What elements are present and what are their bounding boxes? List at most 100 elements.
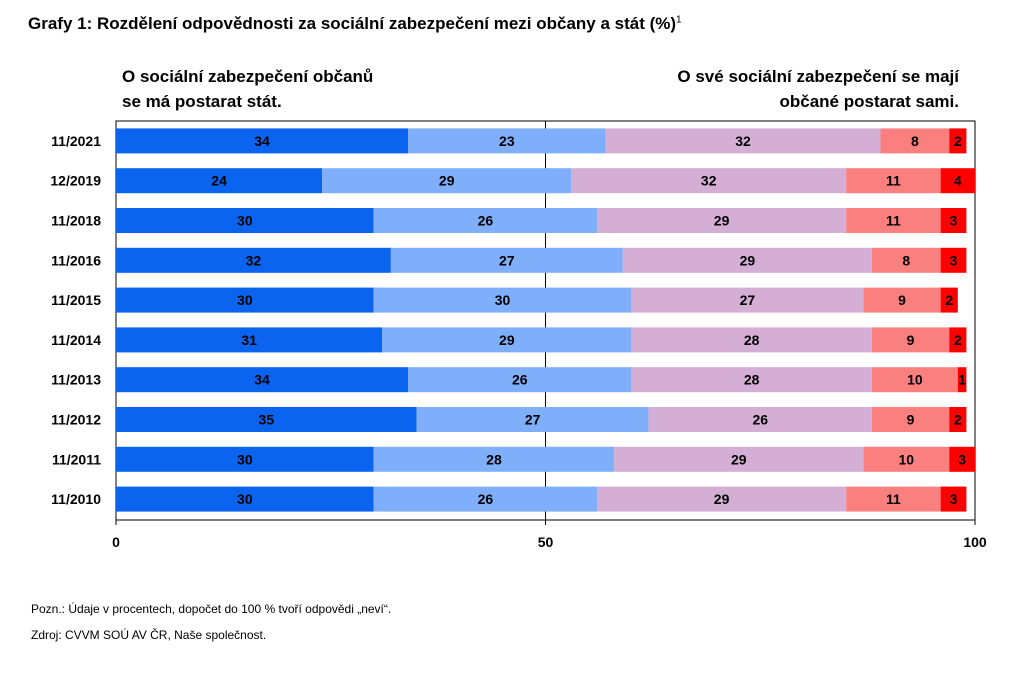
bar-11-2015-s1 bbox=[116, 287, 374, 313]
data-label-11-2012-s5: 2 bbox=[954, 412, 962, 428]
data-label-11-2011-s1: 30 bbox=[237, 451, 253, 467]
bar-11-2012-s4 bbox=[871, 407, 950, 432]
bar-11-2012-s1 bbox=[116, 407, 417, 432]
bar-12-2019-s2 bbox=[322, 168, 572, 194]
bar-11-2018-s1 bbox=[116, 208, 374, 233]
bar-11-2018-s3 bbox=[597, 208, 847, 233]
data-label-11-2010-s3: 29 bbox=[714, 491, 730, 507]
data-label-11-2015-s3: 27 bbox=[740, 292, 756, 308]
data-label-11-2011-s4: 10 bbox=[898, 451, 914, 467]
data-label-11-2021-s2: 23 bbox=[499, 133, 515, 149]
data-label-11-2018-s3: 29 bbox=[714, 213, 730, 229]
data-label-11-2012-s3: 26 bbox=[752, 412, 768, 428]
data-label-11-2016-s3: 29 bbox=[740, 252, 756, 268]
bar-11-2018-s2 bbox=[373, 208, 598, 233]
left-pole-label: O sociální zabezpečení občanů se má post… bbox=[122, 67, 374, 111]
data-label-11-2014-s2: 29 bbox=[499, 332, 515, 348]
bar-11-2015-s5 bbox=[940, 287, 958, 313]
data-label-11-2018-s5: 3 bbox=[950, 213, 958, 229]
bar-11-2013-s5 bbox=[957, 367, 967, 393]
category-label-11-2021: 11/2021 bbox=[51, 133, 101, 149]
data-label-11-2013-s3: 28 bbox=[744, 372, 760, 388]
category-label-11-2016: 11/2016 bbox=[51, 252, 101, 268]
data-label-11-2018-s2: 26 bbox=[478, 213, 494, 229]
bar-11-2013-s4 bbox=[871, 367, 958, 393]
data-label-11-2012-s2: 27 bbox=[525, 412, 541, 428]
bar-11-2015-s3 bbox=[631, 287, 864, 313]
data-label-11-2012-s4: 9 bbox=[907, 412, 915, 428]
bar-11-2010-s3 bbox=[597, 486, 847, 512]
data-label-12-2019-s3: 32 bbox=[701, 173, 717, 189]
right-pole-label: O své sociální zabezpečení se mají občan… bbox=[677, 67, 959, 111]
bar-12-2019-s5 bbox=[940, 168, 975, 194]
bar-11-2010-s5 bbox=[940, 486, 967, 512]
data-label-11-2015-s2: 30 bbox=[495, 292, 511, 308]
data-label-11-2012-s1: 35 bbox=[259, 412, 275, 428]
bar-11-2021-s2 bbox=[408, 128, 606, 154]
bar-11-2016-s5 bbox=[940, 247, 967, 273]
category-label-11-2012: 11/2012 bbox=[51, 412, 101, 428]
data-label-11-2021-s5: 2 bbox=[954, 133, 962, 149]
data-label-11-2013-s4: 10 bbox=[907, 372, 923, 388]
data-label-11-2021-s3: 32 bbox=[735, 133, 751, 149]
bar-11-2021-s4 bbox=[880, 128, 950, 154]
bar-11-2011-s1 bbox=[116, 446, 374, 472]
data-label-11-2014-s5: 2 bbox=[954, 332, 962, 348]
data-label-11-2010-s2: 26 bbox=[478, 491, 494, 507]
x-tick-label-100: 100 bbox=[963, 534, 987, 550]
chart-note: Pozn.: Údaje v procentech, dopočet do 10… bbox=[31, 602, 392, 616]
data-label-11-2014-s1: 31 bbox=[241, 332, 257, 348]
data-label-11-2011-s2: 28 bbox=[486, 451, 502, 467]
bar-12-2019-s1 bbox=[116, 168, 323, 194]
data-label-11-2011-s5: 3 bbox=[958, 451, 966, 467]
bar-11-2014-s5 bbox=[949, 327, 967, 353]
data-label-11-2011-s3: 29 bbox=[731, 451, 747, 467]
bar-11-2016-s4 bbox=[871, 247, 941, 273]
bar-11-2013-s2 bbox=[408, 367, 632, 393]
bar-11-2021-s3 bbox=[605, 128, 881, 154]
bar-11-2018-s4 bbox=[846, 208, 941, 233]
bar-12-2019-s4 bbox=[846, 168, 941, 194]
bar-11-2012-s3 bbox=[648, 407, 872, 432]
data-label-11-2010-s1: 30 bbox=[237, 491, 253, 507]
data-label-11-2010-s5: 3 bbox=[950, 491, 958, 507]
bar-11-2011-s5 bbox=[949, 446, 975, 472]
bar-11-2021-s1 bbox=[116, 128, 409, 154]
data-label-11-2014-s3: 28 bbox=[744, 332, 760, 348]
chart-source: Zdroj: CVVM SOÚ AV ČR, Naše společnost. bbox=[31, 628, 267, 642]
data-label-11-2010-s4: 11 bbox=[886, 491, 901, 507]
bar-11-2014-s2 bbox=[382, 327, 632, 353]
bar-11-2015-s4 bbox=[863, 287, 941, 313]
bar-11-2013-s3 bbox=[631, 367, 872, 393]
bar-11-2011-s2 bbox=[373, 446, 615, 472]
category-label-11-2015: 11/2015 bbox=[51, 292, 101, 308]
x-tick-label-0: 0 bbox=[112, 534, 120, 550]
data-label-11-2016-s5: 3 bbox=[950, 252, 958, 268]
bar-12-2019-s3 bbox=[571, 168, 847, 194]
data-label-12-2019-s2: 29 bbox=[439, 173, 455, 189]
data-label-11-2016-s1: 32 bbox=[246, 252, 262, 268]
data-label-11-2016-s4: 8 bbox=[902, 252, 910, 268]
data-label-11-2013-s2: 26 bbox=[512, 372, 528, 388]
data-label-11-2018-s1: 30 bbox=[237, 213, 253, 229]
chart-title: Grafy 1: Rozdělení odpovědnosti za sociá… bbox=[28, 14, 682, 33]
category-label-11-2018: 11/2018 bbox=[51, 213, 101, 229]
bar-11-2010-s4 bbox=[846, 486, 941, 512]
bar-11-2010-s1 bbox=[116, 486, 374, 512]
data-label-11-2021-s4: 8 bbox=[911, 133, 919, 149]
bar-11-2011-s4 bbox=[863, 446, 950, 472]
category-label-11-2010: 11/2010 bbox=[51, 491, 101, 507]
data-label-11-2014-s4: 9 bbox=[907, 332, 915, 348]
bar-11-2013-s1 bbox=[116, 367, 409, 393]
bar-11-2014-s1 bbox=[116, 327, 383, 353]
data-label-11-2015-s5: 2 bbox=[945, 292, 953, 308]
category-label-11-2014: 11/2014 bbox=[51, 332, 101, 348]
data-label-11-2015-s4: 9 bbox=[898, 292, 906, 308]
data-label-11-2013-s5: 1 bbox=[958, 372, 966, 388]
data-label-11-2021-s1: 34 bbox=[254, 133, 270, 149]
bar-11-2016-s3 bbox=[622, 247, 872, 273]
bar-11-2014-s4 bbox=[871, 327, 950, 353]
data-label-12-2019-s1: 24 bbox=[211, 173, 227, 189]
bar-11-2012-s2 bbox=[416, 407, 649, 432]
